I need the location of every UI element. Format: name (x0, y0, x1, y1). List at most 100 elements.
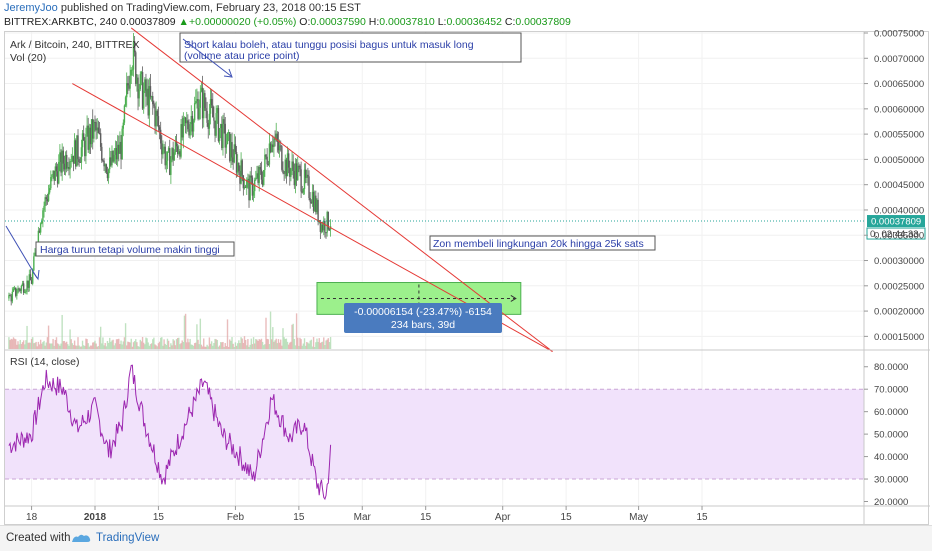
candle-body (135, 52, 137, 84)
candle-body (290, 169, 292, 177)
candle-body (72, 155, 75, 164)
candle-body (80, 147, 83, 163)
volume-bar (56, 343, 59, 349)
candle-body (78, 159, 80, 163)
volume-bar (165, 345, 168, 349)
volume-bar (105, 346, 108, 349)
candle-body (328, 229, 331, 231)
candle-body (319, 220, 322, 232)
candle-body (285, 159, 288, 177)
volume-bar (307, 342, 309, 349)
volume-bar (146, 338, 148, 349)
volume-legend: Vol (20) (10, 52, 46, 64)
candle-body (15, 287, 17, 296)
volume-bar (65, 341, 68, 349)
candle-body (52, 170, 54, 175)
axes-layer (5, 32, 930, 524)
volume-bar (192, 345, 195, 349)
volume-bar (319, 342, 322, 349)
volume-bar (170, 343, 172, 349)
candle-body (60, 152, 62, 173)
candle-body (138, 89, 140, 99)
candle-body (184, 117, 187, 124)
trendline[interactable] (130, 27, 553, 352)
candle-body (99, 133, 102, 147)
publish-header: JeremyJoo published on TradingView.com, … (4, 2, 361, 14)
volume-bar (314, 346, 316, 349)
volume-bar (264, 344, 266, 349)
time-axis[interactable]: 18 2018 15 Feb 15 Mar 15 Apr 15 May 15 (26, 506, 708, 523)
time-tick-label: 15 (561, 512, 573, 523)
volume-bar (171, 345, 173, 349)
measure-box[interactable] (344, 303, 502, 333)
volume-bar (33, 343, 35, 349)
candle-body (32, 270, 34, 284)
candle-body (81, 133, 84, 148)
volume-bar (324, 345, 326, 349)
candle-body (171, 148, 173, 160)
candle-body (29, 274, 32, 281)
volume-bar (12, 337, 15, 349)
chart-canvas[interactable]: Short kalau boleh, atau tunggu posisi ba… (0, 0, 932, 525)
measure-text-1: -0.00006154 (-23.47%) -6154 (354, 306, 492, 318)
candle-body (24, 292, 26, 293)
candle-body (30, 280, 33, 284)
candle-body (252, 191, 255, 196)
candle-body (132, 41, 135, 70)
candle-body (218, 128, 221, 141)
volume-bar (112, 339, 114, 349)
candle-body (209, 98, 212, 114)
volume-bar (158, 341, 161, 349)
volume-bar (193, 343, 196, 349)
rsi-axis[interactable]: 20.0000 30.0000 40.0000 50.0000 60.0000 70.00… (864, 362, 908, 508)
candle-body (133, 41, 136, 53)
note-left-box[interactable] (35, 241, 235, 257)
volume-bar (301, 345, 303, 349)
volume-bar (159, 337, 162, 349)
volume-bar (132, 342, 135, 349)
candle-body (248, 178, 250, 201)
note-right-box[interactable] (429, 235, 656, 251)
volume-bar (189, 338, 191, 349)
volume-bar (92, 342, 94, 349)
volume-bar (216, 339, 219, 349)
volume-bar (276, 343, 279, 349)
price-tick-label: 0.00060000 (874, 104, 924, 115)
volume-bar (155, 345, 157, 349)
volume-bar (34, 342, 36, 349)
time-tick-label: Mar (354, 512, 372, 523)
volume-bar (304, 345, 307, 349)
volume-bar (150, 343, 153, 349)
volume-bar (80, 346, 83, 349)
candle-body (16, 293, 18, 296)
volume-bar (157, 343, 160, 349)
volume-bar (329, 337, 332, 349)
candle-body (257, 173, 259, 183)
price-axis[interactable]: 0.00015000 0.00020000 0.00025000 0.00030000… (864, 29, 924, 343)
candle-body (68, 167, 70, 170)
open-value: 0.00037590 (310, 16, 366, 28)
candle-body (17, 288, 19, 294)
volume-bar (131, 346, 134, 349)
volume-bar (152, 339, 154, 349)
tradingview-logo-icon[interactable] (70, 531, 92, 545)
volume-bar (52, 338, 54, 349)
note-top-arrow (182, 38, 232, 77)
volume-bar (46, 337, 49, 349)
note-top-box[interactable] (179, 32, 522, 63)
volume-bar (243, 336, 246, 349)
volume-bar (252, 337, 255, 349)
volume-bar (9, 340, 11, 349)
candle-body (207, 122, 209, 129)
volume-bar (285, 338, 288, 349)
last-price-tag[interactable] (867, 215, 925, 228)
countdown-tag-text: 02:44:33 (882, 229, 919, 240)
volume-bar (162, 345, 164, 349)
candle-body (163, 146, 165, 149)
author-link[interactable]: JeremyJoo (4, 2, 58, 14)
candle-body (165, 160, 168, 166)
annotation-layer[interactable]: Short kalau boleh, atau tunggu posisi ba… (5, 32, 926, 333)
volume-bar (212, 345, 214, 349)
candle-body (281, 146, 283, 170)
tradingview-brand-link[interactable]: TradingView (96, 532, 160, 544)
